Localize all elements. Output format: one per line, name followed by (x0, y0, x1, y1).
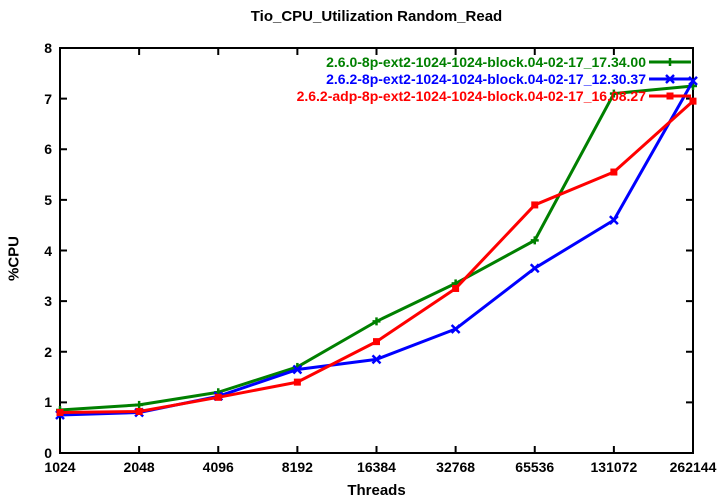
series-line-1 (59, 80, 695, 417)
data-point-series-1 (371, 354, 382, 365)
x-axis-label: Threads (347, 482, 406, 499)
y-tick-label: 2 (44, 343, 52, 360)
data-point-series-1 (450, 324, 461, 334)
data-point-series-2 (56, 409, 64, 416)
legend-sample-marker (666, 92, 674, 100)
legend-item: 2.6.2-8p-ext2-1024-1024-block.04-02-17_1… (0, 70, 720, 88)
x-tick-label: 1024 (44, 459, 76, 475)
chart-title: Tio_CPU_Utilization Random_Read (250, 8, 503, 25)
legend-label: 2.6.2-adp-8p-ext2-1024-1024-block.04-02-… (296, 88, 646, 104)
data-point-series-1 (529, 263, 540, 274)
y-tick-label: 6 (44, 141, 52, 158)
x-tick-label: 65536 (515, 459, 555, 475)
y-tick-label: 8 (44, 40, 52, 56)
data-point-series-1 (292, 364, 303, 375)
data-point-series-1 (688, 76, 698, 86)
data-point-series-2 (214, 393, 222, 401)
y-tick-label: 5 (44, 191, 52, 208)
x-tick-label: 262144 (669, 459, 717, 475)
x-tick-label: 32768 (436, 459, 476, 475)
data-point-series-2 (135, 407, 143, 415)
data-point-series-1 (608, 215, 619, 226)
data-point-series-2 (531, 201, 539, 209)
data-point-series-2 (452, 284, 460, 292)
data-point-series-2 (689, 97, 697, 105)
legend-line-sample (648, 54, 692, 70)
plot-border (59, 47, 694, 454)
legend-line-sample (648, 88, 692, 104)
legend-label: 2.6.0-8p-ext2-1024-1024-block.04-02-17_1… (326, 54, 646, 70)
x-tick-label: 8192 (281, 459, 313, 475)
series-line-2 (59, 100, 695, 414)
data-point-series-2 (293, 378, 301, 386)
legend-sample-marker (665, 74, 675, 84)
y-tick-label: 4 (44, 242, 52, 259)
x-tick-label: 4096 (202, 459, 234, 475)
y-tick-label: 3 (44, 293, 52, 310)
x-tick-label: 2048 (123, 459, 155, 475)
y-tick-label: 1 (44, 394, 52, 411)
legend-line-sample (648, 71, 692, 87)
x-tick-label: 16384 (357, 459, 396, 475)
series-line-0 (59, 84, 694, 412)
legend-item: 2.6.0-8p-ext2-1024-1024-block.04-02-17_1… (0, 53, 720, 71)
legend-label: 2.6.2-8p-ext2-1024-1024-block.04-02-17_1… (326, 71, 646, 87)
data-point-series-2 (373, 338, 380, 346)
y-tick-label: 7 (44, 90, 52, 107)
x-tick-label: 131072 (590, 459, 638, 475)
legend-item: 2.6.2-adp-8p-ext2-1024-1024-block.04-02-… (0, 87, 720, 105)
y-tick-label: 0 (44, 445, 52, 461)
data-point-series-2 (610, 168, 618, 176)
